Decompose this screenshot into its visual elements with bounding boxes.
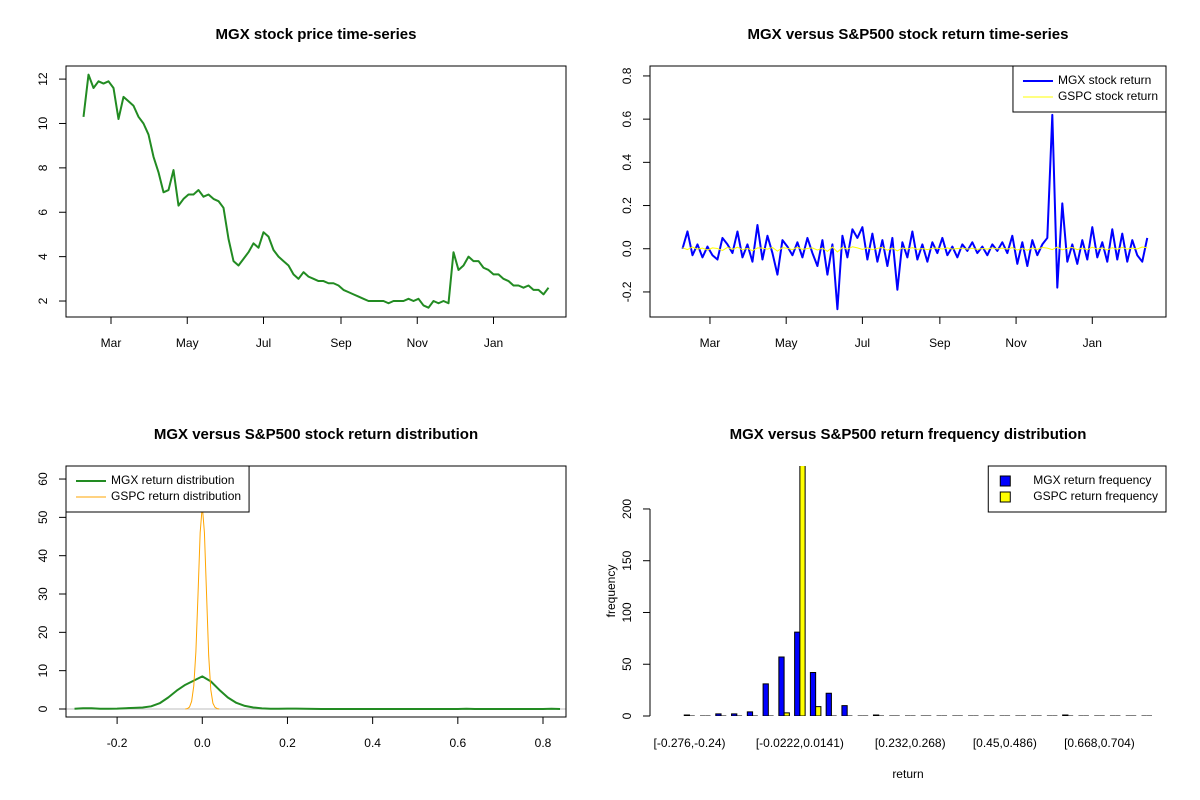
bar bbox=[799, 466, 806, 716]
legend-label: MGX return distribution bbox=[111, 473, 234, 487]
x-tick-label: May bbox=[775, 336, 798, 350]
chart-title: MGX versus S&P500 return frequency distr… bbox=[730, 426, 1087, 443]
y-tick-label: 200 bbox=[620, 499, 634, 519]
x-tick-label: Nov bbox=[407, 336, 428, 350]
legend-label: GSPC return distribution bbox=[111, 489, 241, 503]
bar bbox=[841, 705, 848, 716]
legend-box bbox=[987, 465, 1167, 513]
data-line bbox=[74, 675, 561, 710]
bar bbox=[731, 713, 738, 716]
y-tick-label: 12 bbox=[36, 72, 50, 86]
x-tick-label: Sep bbox=[330, 336, 352, 350]
x-tick-label: [-0.0222,0.0141) bbox=[756, 736, 844, 750]
legend-swatch bbox=[999, 491, 1011, 503]
y-tick-label: 10 bbox=[36, 664, 50, 678]
chart-title: MGX versus S&P500 stock return time-seri… bbox=[748, 26, 1069, 43]
bar bbox=[746, 711, 754, 716]
chart-title: MGX stock price time-series bbox=[216, 26, 417, 43]
y-tick-label: -0.2 bbox=[620, 281, 634, 302]
x-tick-label: -0.2 bbox=[107, 736, 128, 750]
x-tick-label: [0.45,0.486) bbox=[973, 736, 1037, 750]
data-line bbox=[185, 505, 220, 710]
x-tick-label: [0.232,0.268) bbox=[875, 736, 946, 750]
y-tick-label: 30 bbox=[36, 587, 50, 601]
legend-label: GSPC stock return bbox=[1058, 89, 1158, 103]
legend-label: GSPC return frequency bbox=[1033, 489, 1158, 503]
y-tick-label: 150 bbox=[620, 550, 634, 570]
y-axis-title: frequency bbox=[604, 565, 618, 618]
y-tick-label: 40 bbox=[36, 549, 50, 563]
bar bbox=[872, 714, 880, 716]
x-tick-label: Mar bbox=[101, 336, 122, 350]
y-tick-label: 20 bbox=[36, 625, 50, 639]
legend-box bbox=[1012, 65, 1167, 113]
data-line bbox=[682, 246, 1148, 253]
y-tick-label: 0 bbox=[620, 712, 634, 719]
y-tick-label: 6 bbox=[36, 209, 50, 216]
x-tick-label: Mar bbox=[700, 336, 721, 350]
bar bbox=[809, 672, 817, 716]
x-tick-label: Sep bbox=[929, 336, 951, 350]
y-tick-label: 60 bbox=[36, 472, 50, 486]
plot-box bbox=[65, 65, 567, 318]
bar bbox=[762, 683, 769, 716]
bar bbox=[778, 656, 785, 716]
x-tick-label: 0.6 bbox=[449, 736, 466, 750]
x-tick-label: 0.2 bbox=[279, 736, 296, 750]
x-tick-label: [0.668,0.704) bbox=[1064, 736, 1135, 750]
y-tick-label: 0 bbox=[36, 705, 50, 712]
bar bbox=[794, 631, 801, 716]
bar bbox=[683, 714, 691, 716]
data-line bbox=[82, 73, 550, 309]
y-tick-label: 50 bbox=[36, 510, 50, 524]
y-tick-label: 0.2 bbox=[620, 197, 634, 214]
x-tick-label: 0.0 bbox=[194, 736, 211, 750]
y-tick-label: 100 bbox=[620, 602, 634, 622]
y-tick-label: 0.6 bbox=[620, 110, 634, 127]
y-tick-label: 0.0 bbox=[620, 240, 634, 257]
legend-label: MGX return frequency bbox=[1033, 473, 1151, 487]
x-tick-label: Jul bbox=[256, 336, 271, 350]
x-axis-title: return bbox=[892, 767, 923, 781]
bar bbox=[715, 713, 722, 716]
legend-swatch bbox=[999, 475, 1011, 487]
bar bbox=[815, 706, 822, 716]
y-tick-label: 4 bbox=[36, 253, 50, 260]
legend-box bbox=[65, 465, 250, 513]
data-line bbox=[681, 113, 1149, 311]
bar bbox=[1062, 714, 1069, 716]
x-tick-label: Jul bbox=[855, 336, 870, 350]
x-tick-label: Jan bbox=[1083, 336, 1102, 350]
legend-label: MGX stock return bbox=[1058, 73, 1151, 87]
plot-box bbox=[649, 65, 1167, 318]
y-tick-label: 2 bbox=[36, 297, 50, 304]
x-tick-label: 0.4 bbox=[364, 736, 381, 750]
x-tick-label: 0.8 bbox=[535, 736, 552, 750]
chart-title: MGX versus S&P500 stock return distribut… bbox=[154, 426, 478, 443]
bar bbox=[783, 712, 790, 716]
x-tick-label: Nov bbox=[1005, 336, 1026, 350]
y-tick-label: 0.8 bbox=[620, 67, 634, 84]
x-tick-label: May bbox=[176, 336, 199, 350]
y-tick-label: 8 bbox=[36, 164, 50, 171]
x-tick-label: Jan bbox=[484, 336, 503, 350]
y-tick-label: 0.4 bbox=[620, 154, 634, 171]
y-tick-label: 50 bbox=[620, 657, 634, 671]
plot-box bbox=[65, 465, 567, 718]
y-tick-label: 10 bbox=[36, 116, 50, 130]
bar bbox=[825, 692, 832, 716]
x-tick-label: [-0.276,-0.24) bbox=[653, 736, 725, 750]
